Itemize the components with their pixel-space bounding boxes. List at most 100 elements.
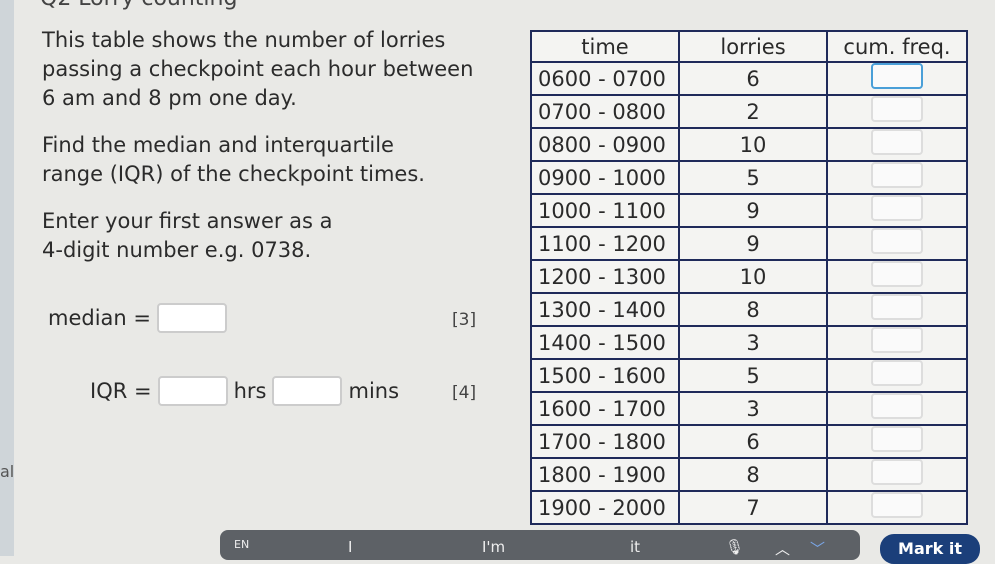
iqr-row: IQR = hrs mins bbox=[90, 376, 399, 406]
table-row: 1600 - 1700 3 bbox=[530, 391, 968, 427]
lorries-cell: 9 bbox=[678, 193, 828, 229]
table-row: 1900 - 2000 7 bbox=[530, 490, 968, 526]
sidebar: al bbox=[0, 0, 14, 556]
cum-freq-input[interactable] bbox=[871, 294, 923, 321]
cum-freq-input[interactable] bbox=[871, 261, 923, 288]
intro-line: passing a checkpoint each hour between bbox=[42, 57, 474, 81]
microphone-icon[interactable]: 🎙 bbox=[725, 538, 745, 556]
question-title: Q2 Lorry counting bbox=[40, 0, 237, 11]
table-row: 0900 - 1000 5 bbox=[530, 160, 968, 196]
cum-freq-input[interactable] bbox=[871, 63, 923, 90]
language-key[interactable]: EN bbox=[234, 538, 250, 551]
time-cell: 1300 - 1400 bbox=[530, 292, 680, 328]
cum-freq-input[interactable] bbox=[871, 360, 923, 387]
lorries-cell: 2 bbox=[678, 94, 828, 130]
lorries-cell: 6 bbox=[678, 61, 828, 97]
hint-text: Enter your first answer as a 4-digit num… bbox=[42, 207, 333, 265]
table-row: 1800 - 1900 8 bbox=[530, 457, 968, 493]
lorries-cell: 6 bbox=[678, 424, 828, 460]
keyboard-suggestion-bar: EN I I'm it 🎙 ︿ ﹀ bbox=[220, 530, 860, 560]
lorries-cell: 5 bbox=[678, 358, 828, 394]
time-cell: 0900 - 1000 bbox=[530, 160, 680, 196]
cum-freq-cell bbox=[826, 160, 968, 196]
task-line: Find the median and interquartile bbox=[42, 133, 394, 157]
hint-line: Enter your first answer as a bbox=[42, 209, 333, 233]
task-line: range (IQR) of the checkpoint times. bbox=[42, 162, 425, 186]
cum-freq-input[interactable] bbox=[871, 129, 923, 156]
median-row: median = bbox=[48, 303, 233, 333]
time-cell: 0600 - 0700 bbox=[530, 61, 680, 97]
lorries-cell: 10 bbox=[678, 127, 828, 163]
median-marks: [3] bbox=[452, 310, 477, 330]
header-lorries: lorries bbox=[678, 29, 828, 64]
header-time: time bbox=[530, 29, 680, 64]
table-row: 0800 - 0900 10 bbox=[530, 127, 968, 163]
table-row: 1100 - 1200 9 bbox=[530, 226, 968, 262]
cum-freq-input[interactable] bbox=[871, 162, 923, 189]
lorries-cell: 8 bbox=[678, 457, 828, 493]
cum-freq-cell bbox=[826, 292, 968, 328]
table-row: 0600 - 0700 6 bbox=[530, 61, 968, 97]
hint-line: 4-digit number e.g. 0738. bbox=[42, 238, 312, 262]
table-row: 1300 - 1400 8 bbox=[530, 292, 968, 328]
cum-freq-cell bbox=[826, 127, 968, 163]
mark-it-button[interactable]: Mark it bbox=[880, 534, 980, 564]
median-label: median = bbox=[48, 306, 151, 330]
intro-line: 6 am and 8 pm one day. bbox=[42, 86, 297, 110]
cum-freq-cell bbox=[826, 193, 968, 229]
lorries-cell: 7 bbox=[678, 490, 828, 526]
cum-freq-input[interactable] bbox=[871, 459, 923, 486]
hrs-label: hrs bbox=[233, 379, 267, 403]
mins-label: mins bbox=[348, 379, 400, 403]
cum-freq-input[interactable] bbox=[871, 96, 923, 123]
suggestion[interactable]: I bbox=[348, 538, 353, 556]
task-text: Find the median and interquartile range … bbox=[42, 131, 425, 189]
suggestion[interactable]: I'm bbox=[482, 538, 506, 556]
lorries-cell: 8 bbox=[678, 292, 828, 328]
intro-text: This table shows the number of lorries p… bbox=[42, 26, 473, 113]
table-row: 1400 - 1500 3 bbox=[530, 325, 968, 361]
time-cell: 0700 - 0800 bbox=[530, 94, 680, 130]
cum-freq-cell bbox=[826, 358, 968, 394]
median-input[interactable] bbox=[157, 303, 227, 333]
cum-freq-input[interactable] bbox=[871, 228, 923, 255]
lorries-cell: 5 bbox=[678, 160, 828, 196]
cum-freq-input[interactable] bbox=[871, 393, 923, 420]
cum-freq-cell bbox=[826, 457, 968, 493]
table-row: 1000 - 1100 9 bbox=[530, 193, 968, 229]
lorries-cell: 10 bbox=[678, 259, 828, 295]
cum-freq-input[interactable] bbox=[871, 195, 923, 222]
cum-freq-cell bbox=[826, 226, 968, 262]
suggestion[interactable]: it bbox=[630, 538, 641, 556]
time-cell: 1500 - 1600 bbox=[530, 358, 680, 394]
cum-freq-cell bbox=[826, 94, 968, 130]
iqr-hours-input[interactable] bbox=[157, 376, 228, 406]
lorries-cell: 9 bbox=[678, 226, 828, 262]
cum-freq-cell bbox=[826, 424, 968, 460]
table-row: 1700 - 1800 6 bbox=[530, 424, 968, 460]
time-cell: 1000 - 1100 bbox=[530, 193, 680, 229]
lorries-cell: 3 bbox=[678, 325, 828, 361]
cum-freq-cell bbox=[826, 391, 968, 427]
cum-freq-cell bbox=[826, 490, 968, 526]
cum-freq-input[interactable] bbox=[871, 492, 923, 519]
iqr-marks: [4] bbox=[452, 383, 477, 403]
cum-freq-cell bbox=[826, 61, 968, 97]
time-cell: 1400 - 1500 bbox=[530, 325, 680, 361]
table-row: 1200 - 1300 10 bbox=[530, 259, 968, 295]
chevron-down-icon[interactable]: ﹀ bbox=[810, 540, 826, 558]
chevron-up-icon[interactable]: ︿ bbox=[775, 540, 791, 558]
time-cell: 1900 - 2000 bbox=[530, 490, 680, 526]
time-cell: 1700 - 1800 bbox=[530, 424, 680, 460]
time-cell: 0800 - 0900 bbox=[530, 127, 680, 163]
intro-line: This table shows the number of lorries bbox=[42, 28, 446, 52]
frequency-table: time lorries cum. freq. 0600 - 0700 6 0700… bbox=[530, 29, 968, 526]
time-cell: 1600 - 1700 bbox=[530, 391, 680, 427]
iqr-label: IQR = bbox=[90, 379, 152, 403]
cum-freq-input[interactable] bbox=[871, 327, 923, 354]
table-row: 0700 - 0800 2 bbox=[530, 94, 968, 130]
lorries-cell: 3 bbox=[678, 391, 828, 427]
iqr-mins-input[interactable] bbox=[272, 376, 343, 406]
cum-freq-input[interactable] bbox=[871, 426, 923, 453]
time-cell: 1200 - 1300 bbox=[530, 259, 680, 295]
